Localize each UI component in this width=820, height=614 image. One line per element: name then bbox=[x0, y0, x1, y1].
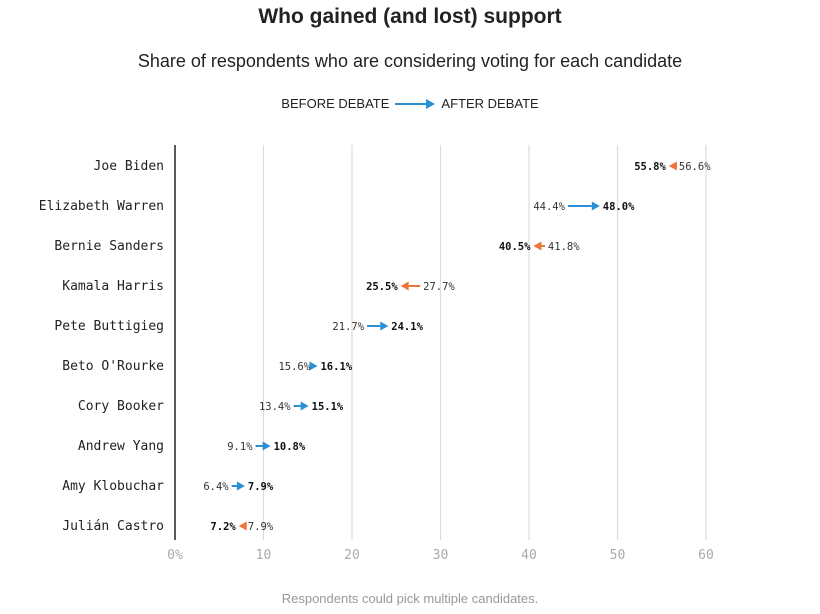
before-value-label: 9.1% bbox=[227, 441, 253, 453]
footnote: Respondents could pick multiple candidat… bbox=[281, 591, 539, 606]
after-value-label: 55.8% bbox=[634, 161, 666, 173]
legend-after-label: AFTER DEBATE bbox=[441, 96, 539, 111]
x-tick-label: 50 bbox=[610, 548, 626, 563]
after-value-label: 24.1% bbox=[391, 321, 423, 333]
candidate-label: Julián Castro bbox=[62, 519, 164, 534]
change-arrow-head bbox=[591, 201, 600, 211]
change-arrow-head bbox=[236, 481, 245, 491]
candidate-label: Cory Booker bbox=[78, 399, 164, 414]
candidate-label: Elizabeth Warren bbox=[39, 199, 164, 214]
before-value-label: 15.6% bbox=[278, 361, 310, 373]
after-value-label: 15.1% bbox=[312, 401, 344, 413]
before-value-label: 6.4% bbox=[203, 481, 229, 493]
x-tick-label: 60 bbox=[698, 548, 714, 563]
after-value-label: 10.8% bbox=[274, 441, 306, 453]
x-tick-label: 0% bbox=[167, 548, 183, 563]
legend-before-label: BEFORE DEBATE bbox=[281, 96, 390, 111]
candidate-label: Kamala Harris bbox=[62, 279, 164, 294]
candidate-label: Amy Klobuchar bbox=[62, 479, 164, 494]
candidate-label: Joe Biden bbox=[94, 159, 164, 174]
candidate-label: Pete Buttigieg bbox=[54, 319, 164, 334]
after-value-label: 25.5% bbox=[366, 281, 398, 293]
change-arrow-head bbox=[262, 441, 271, 451]
candidate-label: Beto O'Rourke bbox=[62, 359, 164, 374]
before-value-label: 21.7% bbox=[332, 321, 364, 333]
before-value-label: 7.9% bbox=[248, 521, 274, 533]
change-arrow-head bbox=[300, 401, 309, 411]
legend-arrow-icon bbox=[395, 98, 436, 109]
before-value-label: 41.8% bbox=[548, 241, 580, 253]
chart-subtitle: Share of respondents who are considering… bbox=[137, 51, 683, 71]
before-value-label: 27.7% bbox=[423, 281, 455, 293]
after-value-label: 40.5% bbox=[499, 241, 531, 253]
after-value-label: 7.2% bbox=[210, 521, 236, 533]
candidate-label: Bernie Sanders bbox=[54, 239, 164, 254]
change-arrow-head bbox=[309, 361, 318, 371]
change-arrow-head bbox=[238, 521, 247, 531]
chart-title: Who gained (and lost) support bbox=[258, 5, 562, 28]
change-arrow-head bbox=[400, 281, 409, 291]
legend: BEFORE DEBATE AFTER DEBATE bbox=[0, 96, 820, 111]
x-tick-label: 20 bbox=[344, 548, 360, 563]
x-tick-label: 40 bbox=[521, 548, 537, 563]
change-arrow-head bbox=[533, 241, 542, 251]
after-value-label: 48.0% bbox=[603, 201, 635, 213]
change-arrow-head bbox=[380, 321, 389, 331]
candidate-label: Andrew Yang bbox=[78, 439, 164, 454]
after-value-label: 16.1% bbox=[320, 361, 352, 373]
x-tick-label: 30 bbox=[433, 548, 449, 563]
before-value-label: 13.4% bbox=[259, 401, 291, 413]
after-value-label: 7.9% bbox=[248, 481, 274, 493]
before-value-label: 44.4% bbox=[533, 201, 565, 213]
x-tick-label: 10 bbox=[256, 548, 272, 563]
before-value-label: 56.6% bbox=[679, 161, 711, 173]
change-arrow-head bbox=[668, 161, 677, 171]
